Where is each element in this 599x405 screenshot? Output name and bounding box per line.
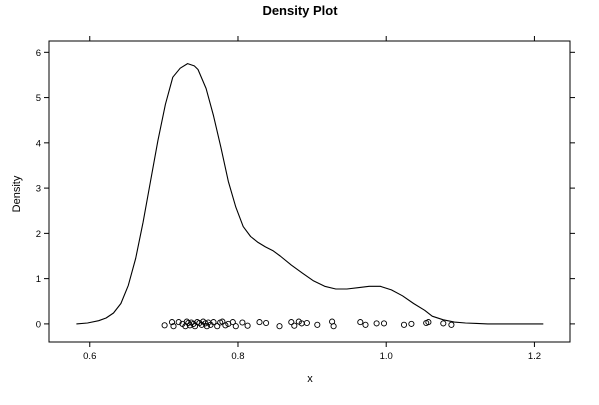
data-point: [161, 322, 168, 329]
data-point: [380, 320, 388, 327]
data-point: [357, 319, 364, 326]
data-point: [210, 319, 217, 326]
data-point: [222, 322, 229, 329]
y-tick-label: 2: [36, 229, 41, 240]
data-point: [239, 319, 246, 326]
x-tick-label: 1.0: [380, 351, 393, 362]
data-point: [183, 318, 190, 325]
data-point: [256, 319, 263, 326]
x-axis: 0.6 0.8 1.0 1.2: [83, 36, 541, 362]
data-point: [229, 319, 236, 326]
data-point: [288, 319, 295, 326]
data-point: [373, 320, 380, 327]
data-point: [314, 321, 321, 328]
y-tick-label: 3: [36, 184, 41, 195]
data-point: [214, 323, 221, 330]
data-point: [168, 319, 176, 326]
y-axis-label: Density: [11, 175, 23, 212]
chart-title: Density Plot: [262, 3, 338, 18]
data-point: [276, 323, 283, 330]
data-point: [232, 323, 239, 330]
data-point: [291, 322, 298, 329]
data-point: [219, 318, 226, 325]
x-tick-label: 1.2: [528, 351, 541, 362]
y-tick-label: 4: [36, 138, 41, 149]
data-point: [170, 323, 177, 330]
x-axis-label: x: [307, 373, 313, 385]
data-point: [408, 320, 415, 327]
y-tick-label: 0: [36, 319, 41, 330]
data-point: [362, 321, 369, 328]
data-point: [175, 319, 182, 326]
y-tick-label: 6: [36, 48, 41, 59]
data-point: [400, 321, 408, 328]
data-point: [425, 319, 432, 326]
density-curve: [76, 63, 544, 325]
data-point: [244, 322, 251, 329]
y-tick-label: 5: [36, 93, 41, 104]
data-point: [303, 319, 310, 327]
series-layer: [76, 63, 544, 330]
y-axis: 0 1 2 3 4 5 6: [36, 48, 575, 330]
data-point: [203, 323, 210, 330]
x-tick-label: 0.6: [83, 351, 96, 362]
data-point: [440, 320, 447, 327]
data-point: [448, 321, 455, 328]
data-point: [330, 323, 337, 330]
x-tick-label: 0.8: [231, 351, 244, 362]
y-tick-label: 1: [36, 274, 41, 285]
data-point: [263, 319, 270, 327]
plot-panel-border: [48, 40, 571, 343]
